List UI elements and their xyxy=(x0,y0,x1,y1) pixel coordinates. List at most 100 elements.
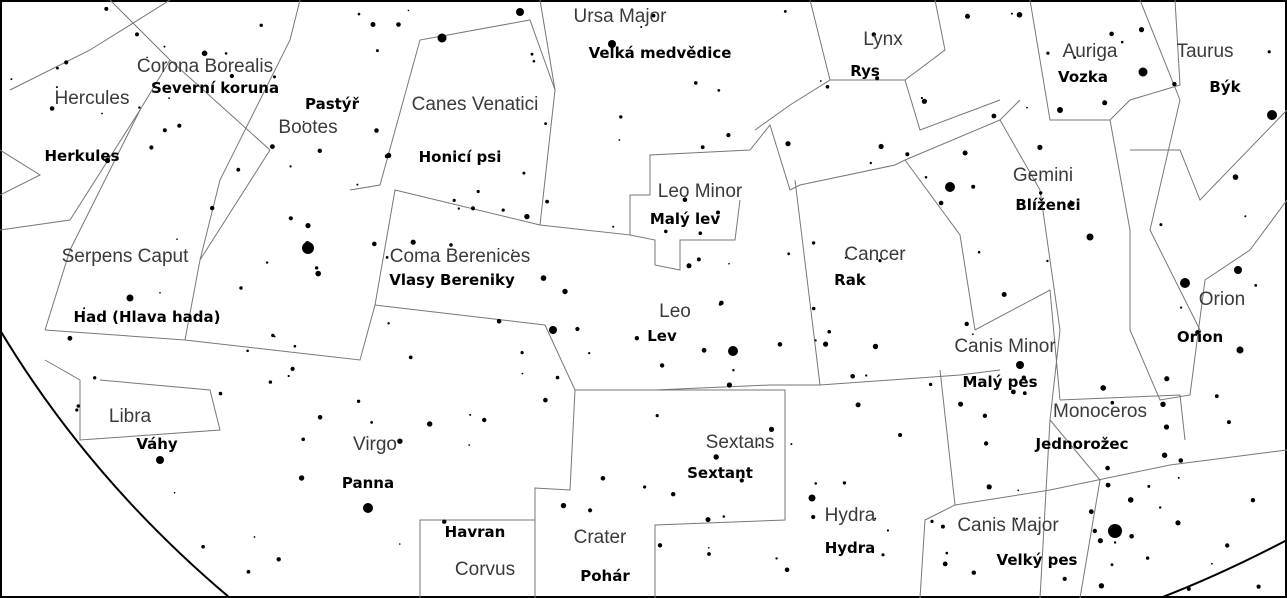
star xyxy=(1160,401,1166,407)
star xyxy=(1016,12,1023,18)
latin-name: Crater xyxy=(574,527,627,548)
star xyxy=(634,336,640,341)
star xyxy=(785,141,791,147)
star xyxy=(385,256,389,259)
star xyxy=(1102,100,1108,106)
star xyxy=(1108,524,1122,538)
star xyxy=(1138,27,1145,33)
latin-name: Coma Berenices xyxy=(390,246,530,267)
star xyxy=(104,157,111,164)
star xyxy=(1138,67,1148,77)
star xyxy=(302,242,314,254)
star xyxy=(1244,215,1247,218)
star xyxy=(768,426,775,432)
star xyxy=(1073,56,1077,59)
star xyxy=(1113,541,1117,544)
star xyxy=(1068,201,1075,207)
star xyxy=(268,380,273,384)
star xyxy=(375,49,379,53)
star xyxy=(850,374,855,379)
star xyxy=(924,176,928,179)
star xyxy=(945,182,955,192)
star xyxy=(246,349,249,353)
latin-name: Leo Minor xyxy=(658,181,743,202)
czech-name: Panna xyxy=(342,474,394,492)
star xyxy=(384,154,389,159)
star xyxy=(469,413,472,416)
latin-name: Bootes xyxy=(278,117,337,138)
star xyxy=(156,456,164,464)
star xyxy=(777,342,783,347)
star xyxy=(410,239,416,245)
star xyxy=(871,32,876,37)
star xyxy=(1256,584,1261,589)
star xyxy=(686,263,692,269)
star xyxy=(159,291,161,294)
latin-name: Orion xyxy=(1199,289,1245,310)
horizon-left xyxy=(0,329,231,598)
star xyxy=(713,454,719,460)
star xyxy=(1015,517,1018,520)
star xyxy=(875,76,880,81)
star xyxy=(549,326,557,334)
latin-name: Canis Major xyxy=(957,515,1059,536)
czech-name: Lev xyxy=(647,327,677,345)
star xyxy=(814,339,817,342)
star xyxy=(1186,586,1191,591)
star xyxy=(671,492,676,497)
star xyxy=(928,382,933,387)
star xyxy=(708,547,710,549)
star xyxy=(305,223,311,229)
star xyxy=(945,551,949,555)
czech-name: Herkules xyxy=(44,147,119,165)
star xyxy=(397,438,403,444)
labels: Ursa Major Velká medvědice Lynx Rys Auriga Vo… xyxy=(44,6,1245,585)
star xyxy=(1267,110,1277,120)
star xyxy=(865,374,868,377)
star xyxy=(427,421,433,427)
star xyxy=(1021,375,1026,380)
star xyxy=(374,128,379,133)
star xyxy=(1178,458,1184,463)
star xyxy=(93,376,97,380)
star xyxy=(1026,106,1028,109)
star xyxy=(1120,40,1124,44)
star xyxy=(482,417,487,423)
star xyxy=(512,249,514,252)
star xyxy=(698,231,703,235)
star xyxy=(273,75,276,79)
star xyxy=(1097,538,1103,544)
star xyxy=(707,552,711,556)
star xyxy=(530,52,534,56)
star xyxy=(370,421,373,424)
star xyxy=(964,321,969,327)
star xyxy=(659,363,665,368)
star xyxy=(717,89,721,92)
star xyxy=(972,333,974,336)
star xyxy=(811,514,816,520)
star xyxy=(825,85,830,89)
star xyxy=(728,346,738,356)
czech-name: Had (Hlava hada) xyxy=(74,308,221,326)
star xyxy=(408,355,413,360)
star xyxy=(1016,361,1024,369)
star xyxy=(304,241,310,247)
star xyxy=(288,216,293,221)
star xyxy=(287,374,290,378)
latin-name: Serpens Caput xyxy=(62,246,189,267)
star xyxy=(289,165,292,168)
star xyxy=(146,56,148,59)
star xyxy=(1161,452,1168,458)
latin-name: Hercules xyxy=(55,88,130,109)
star xyxy=(1250,498,1256,503)
star xyxy=(449,243,453,247)
star xyxy=(49,106,55,111)
star xyxy=(399,543,401,545)
star xyxy=(1039,191,1043,195)
star xyxy=(886,529,890,532)
czech-name: Jednorožec xyxy=(1035,435,1129,453)
star xyxy=(1100,385,1106,391)
star xyxy=(1105,465,1110,471)
star xyxy=(271,333,275,338)
czech-name: Havran xyxy=(445,523,506,541)
